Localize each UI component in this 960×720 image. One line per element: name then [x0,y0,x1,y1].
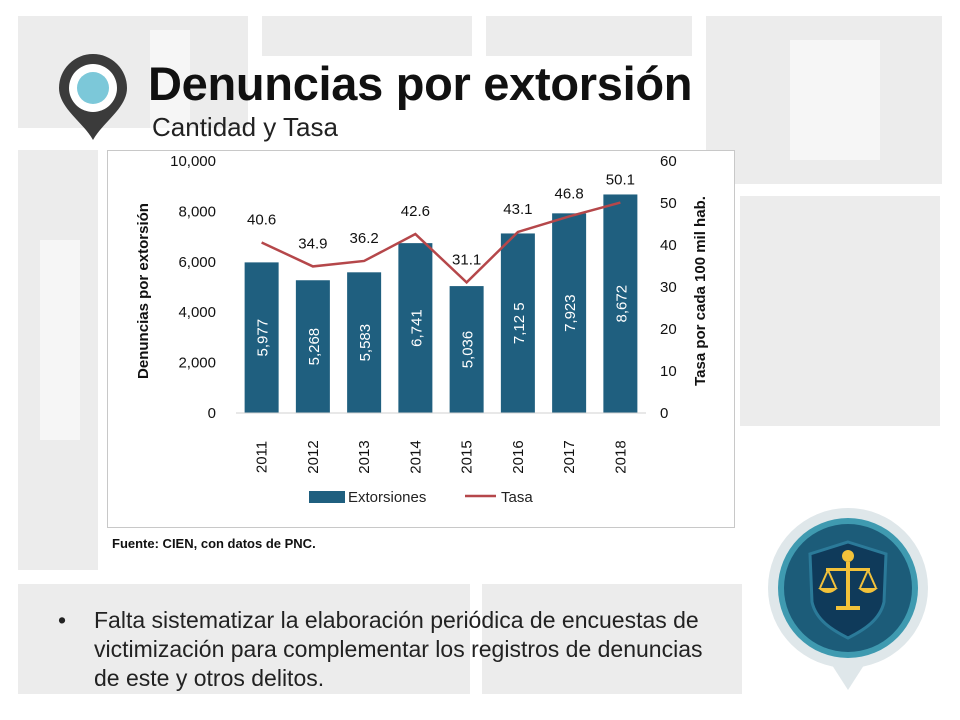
y-tick-right: 30 [660,279,677,296]
x-tick-label: 2011 [254,441,271,473]
tasa-value-label: 36.2 [350,230,379,247]
chart-source: Fuente: CIEN, con datos de PNC. [112,536,316,551]
bar-value-label: 5,036 [460,331,477,369]
y-tick-left: 6,000 [178,254,216,271]
y-tick-left: 8,000 [178,203,216,220]
bar-2018 [603,194,638,413]
bullet-dot: • [58,607,67,633]
y-tick-right: 50 [660,195,677,212]
bar-value-label: 7,12 5 [511,302,528,344]
x-tick-label: 2012 [305,440,322,473]
x-tick-label: 2015 [459,440,476,473]
justice-scale-badge-icon [768,508,928,690]
bar-value-label: 5,268 [306,328,323,366]
bar-value-label: 8,672 [613,285,630,323]
bar-value-label: 5,977 [255,319,272,357]
tasa-value-label: 46.8 [555,185,584,202]
x-tick-label: 2018 [612,440,629,473]
bar-2015 [449,286,484,413]
legend-swatch-extorsiones [309,491,345,503]
bar-2017 [552,213,587,413]
bar-2016 [500,233,535,413]
bar-2013 [347,272,382,413]
bar-value-label: 7,923 [562,294,579,332]
tasa-value-label: 34.9 [298,235,327,252]
legend-label-extorsiones: Extorsiones [348,489,426,506]
x-tick-label: 2017 [561,440,578,473]
y-tick-right: 10 [660,363,677,380]
tasa-value-label: 43.1 [503,201,532,218]
legend-label-tasa: Tasa [501,489,533,506]
bullet-text: Falta sistematizar la elaboración periód… [94,607,703,691]
y-tick-left: 4,000 [178,304,216,321]
page-title: Denuncias por extorsión [148,57,693,110]
tasa-value-label: 40.6 [247,211,276,228]
y-tick-right: 40 [660,237,677,254]
bar-2011 [244,262,279,413]
combo-chart: 5,977 5,268 5,583 6,741 5,036 7,12 5 7,923 8,67… [135,153,709,506]
y-tick-left: 2,000 [178,355,216,372]
tasa-line [261,201,621,285]
chart-legend: Extorsiones Tasa [309,489,533,506]
chart-container: 5,977 5,268 5,583 6,741 5,036 7,12 5 7,923 8,67… [107,150,735,528]
y-tick-right: 0 [660,405,668,422]
bar-2012 [295,280,330,413]
x-tick-label: 2014 [407,440,424,473]
y-tick-left: 0 [208,405,216,422]
bar-value-label: 6,741 [408,309,425,347]
y-tick-left: 10,000 [170,153,216,170]
bar-value-label: 5,583 [357,324,374,362]
tasa-value-label: 42.6 [401,203,430,220]
bar-2014 [398,243,433,413]
tasa-value-label: 50.1 [606,172,635,189]
y-axis-label-right: Tasa por cada 100 mil hab. [692,196,709,386]
x-tick-label: 2013 [356,440,373,473]
y-axis-label-left: Denuncias por extorsión [135,203,152,379]
page-subtitle: Cantidad y Tasa [152,112,338,142]
tasa-value-label: 31.1 [452,251,481,268]
location-pin-icon [59,54,127,140]
y-tick-right: 20 [660,321,677,338]
x-tick-label: 2016 [510,440,527,473]
y-tick-right: 60 [660,153,677,170]
